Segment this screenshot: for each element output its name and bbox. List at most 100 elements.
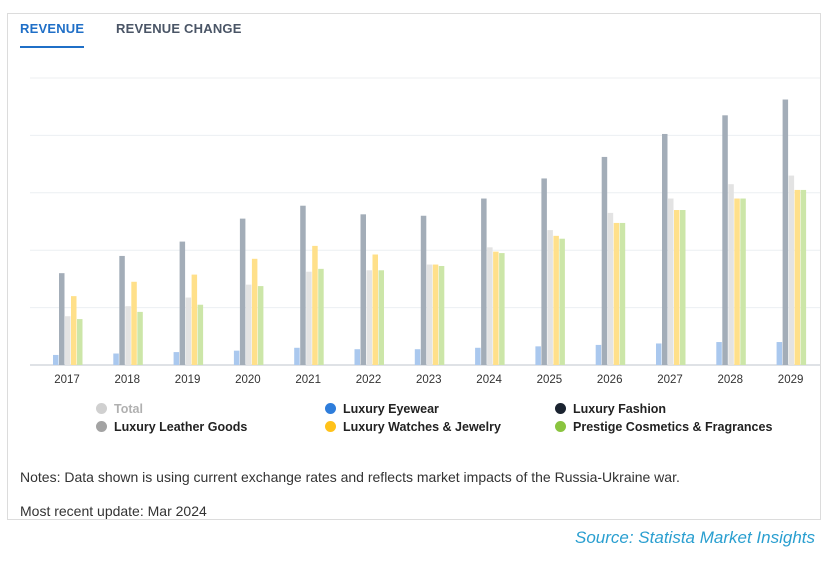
bar-total-2017[interactable] — [65, 316, 71, 365]
legend-label: Prestige Cosmetics & Fragrances — [573, 420, 773, 434]
chart-notes: Notes: Data shown is using current excha… — [20, 469, 680, 485]
x-tick-label: 2025 — [537, 374, 563, 386]
bar-luxury-watches-jewelry-2018[interactable] — [131, 281, 137, 365]
x-tick-label: 2020 — [235, 374, 261, 386]
bar-prestige-cosmetics-fragrances-2021[interactable] — [318, 268, 324, 365]
bar-luxury-leather-goods-2021[interactable] — [300, 205, 306, 365]
source-link[interactable]: Source: Statista Market Insights — [575, 528, 815, 547]
bar-luxury-watches-jewelry-2029[interactable] — [794, 189, 801, 365]
x-tick-label: 2026 — [597, 374, 623, 386]
bar-luxury-leather-goods-2024[interactable] — [481, 198, 487, 365]
revenue-bar-chart: 2017 2018 2019 2020 2021 2022 2023 2024 2025 2026… — [30, 77, 820, 386]
legend-item-luxury-leather-goods[interactable]: Luxury Leather Goods — [96, 420, 247, 434]
bar-prestige-cosmetics-fragrances-2023[interactable] — [438, 265, 445, 365]
bar-luxury-leather-goods-2022[interactable] — [360, 214, 367, 365]
x-tick-label: 2023 — [416, 374, 442, 386]
bar-total-2023[interactable] — [426, 264, 433, 365]
legend-dot-icon — [325, 421, 336, 432]
bar-luxury-watches-jewelry-2020[interactable] — [251, 258, 258, 365]
tab-revenue-change[interactable]: REVENUE CHANGE — [116, 21, 242, 36]
x-tick-label: 2029 — [778, 374, 804, 386]
bar-luxury-leather-goods-2020[interactable] — [239, 218, 246, 365]
bar-total-2021[interactable] — [306, 271, 312, 365]
bar-luxury-eyewear-2018[interactable] — [113, 353, 119, 365]
x-tick-label: 2028 — [718, 374, 744, 386]
bar-total-2027[interactable] — [668, 198, 674, 365]
bar-prestige-cosmetics-fragrances-2018[interactable] — [137, 311, 143, 365]
legend-item-luxury-eyewear[interactable]: Luxury Eyewear — [325, 402, 439, 416]
bar-luxury-leather-goods-2029[interactable] — [782, 99, 789, 366]
bar-luxury-eyewear-2020[interactable] — [233, 350, 240, 365]
bar-luxury-eyewear-2029[interactable] — [776, 342, 783, 365]
bar-luxury-watches-jewelry-2019[interactable] — [191, 274, 198, 365]
bar-luxury-watches-jewelry-2023[interactable] — [432, 264, 439, 365]
legend-label: Luxury Eyewear — [343, 402, 439, 416]
x-tick-label: 2024 — [476, 374, 502, 386]
tab-bar: REVENUE REVENUE CHANGE — [8, 14, 820, 52]
bar-luxury-leather-goods-2028[interactable] — [722, 115, 728, 365]
bar-luxury-eyewear-2021[interactable] — [294, 347, 300, 365]
bar-luxury-watches-jewelry-2025[interactable] — [553, 235, 559, 365]
legend-item-luxury-watches-jewelry[interactable]: Luxury Watches & Jewelry — [325, 420, 501, 434]
bar-prestige-cosmetics-fragrances-2024[interactable] — [499, 253, 505, 365]
bar-total-2019[interactable] — [185, 297, 192, 365]
bar-luxury-leather-goods-2017[interactable] — [59, 273, 65, 365]
bar-luxury-eyewear-2024[interactable] — [475, 347, 481, 365]
bar-luxury-eyewear-2025[interactable] — [535, 346, 541, 365]
bar-luxury-eyewear-2027[interactable] — [656, 343, 662, 365]
bar-luxury-watches-jewelry-2017[interactable] — [71, 296, 77, 365]
bar-total-2022[interactable] — [366, 270, 373, 365]
x-tick-label: 2021 — [295, 374, 321, 386]
legend-label: Luxury Watches & Jewelry — [343, 420, 501, 434]
bar-luxury-watches-jewelry-2026[interactable] — [613, 222, 620, 365]
legend-dot-icon — [555, 403, 566, 414]
bar-luxury-leather-goods-2027[interactable] — [662, 133, 668, 365]
bar-total-2024[interactable] — [487, 247, 493, 365]
x-tick-label: 2022 — [356, 374, 382, 386]
bar-total-2026[interactable] — [607, 212, 614, 365]
legend-dot-icon — [96, 403, 107, 414]
bar-prestige-cosmetics-fragrances-2025[interactable] — [559, 238, 565, 365]
bar-luxury-eyewear-2017[interactable] — [53, 354, 59, 365]
bar-prestige-cosmetics-fragrances-2017[interactable] — [77, 319, 83, 365]
x-tick-label: 2027 — [657, 374, 683, 386]
legend-dot-icon — [555, 421, 566, 432]
bar-prestige-cosmetics-fragrances-2027[interactable] — [680, 210, 686, 365]
bar-total-2018[interactable] — [125, 306, 131, 365]
bar-luxury-eyewear-2019[interactable] — [173, 352, 180, 365]
legend-item-prestige-cosmetics[interactable]: Prestige Cosmetics & Fragrances — [555, 420, 772, 434]
bar-prestige-cosmetics-fragrances-2019[interactable] — [197, 304, 204, 365]
x-tick-label: 2019 — [175, 374, 201, 386]
bar-luxury-watches-jewelry-2021[interactable] — [312, 245, 318, 365]
bar-prestige-cosmetics-fragrances-2028[interactable] — [740, 198, 746, 365]
bar-luxury-watches-jewelry-2024[interactable] — [493, 251, 499, 365]
update-date: Most recent update: Mar 2024 — [20, 503, 207, 519]
bar-prestige-cosmetics-fragrances-2026[interactable] — [619, 222, 626, 365]
bar-total-2020[interactable] — [245, 284, 252, 365]
bar-prestige-cosmetics-fragrances-2022[interactable] — [378, 270, 385, 365]
legend-label: Luxury Leather Goods — [114, 420, 248, 434]
bar-luxury-leather-goods-2023[interactable] — [420, 215, 427, 365]
bar-prestige-cosmetics-fragrances-2029[interactable] — [800, 189, 807, 365]
chart-panel: REVENUE REVENUE CHANGE 2017 2018 2019 2020 2… — [7, 13, 821, 520]
bar-luxury-leather-goods-2018[interactable] — [119, 255, 125, 365]
bar-luxury-eyewear-2028[interactable] — [716, 342, 722, 365]
bar-total-2028[interactable] — [728, 184, 734, 365]
bar-luxury-leather-goods-2025[interactable] — [541, 178, 547, 365]
bar-luxury-watches-jewelry-2028[interactable] — [734, 198, 740, 365]
bar-luxury-leather-goods-2019[interactable] — [179, 241, 186, 365]
bar-prestige-cosmetics-fragrances-2020[interactable] — [257, 286, 264, 365]
bar-total-2025[interactable] — [547, 230, 553, 365]
bar-luxury-leather-goods-2026[interactable] — [601, 156, 608, 365]
bar-luxury-watches-jewelry-2027[interactable] — [674, 210, 680, 365]
tab-revenue[interactable]: REVENUE — [20, 21, 85, 48]
bar-luxury-eyewear-2023[interactable] — [414, 349, 421, 365]
legend-item-luxury-fashion[interactable]: Luxury Fashion — [555, 402, 666, 416]
bar-luxury-eyewear-2022[interactable] — [354, 349, 361, 365]
bar-total-2029[interactable] — [788, 175, 795, 365]
legend-dot-icon — [96, 421, 107, 432]
legend-item-total[interactable]: Total — [96, 402, 143, 416]
x-tick-label: 2018 — [115, 374, 141, 386]
bar-luxury-eyewear-2026[interactable] — [595, 344, 602, 365]
bar-luxury-watches-jewelry-2022[interactable] — [372, 254, 379, 365]
